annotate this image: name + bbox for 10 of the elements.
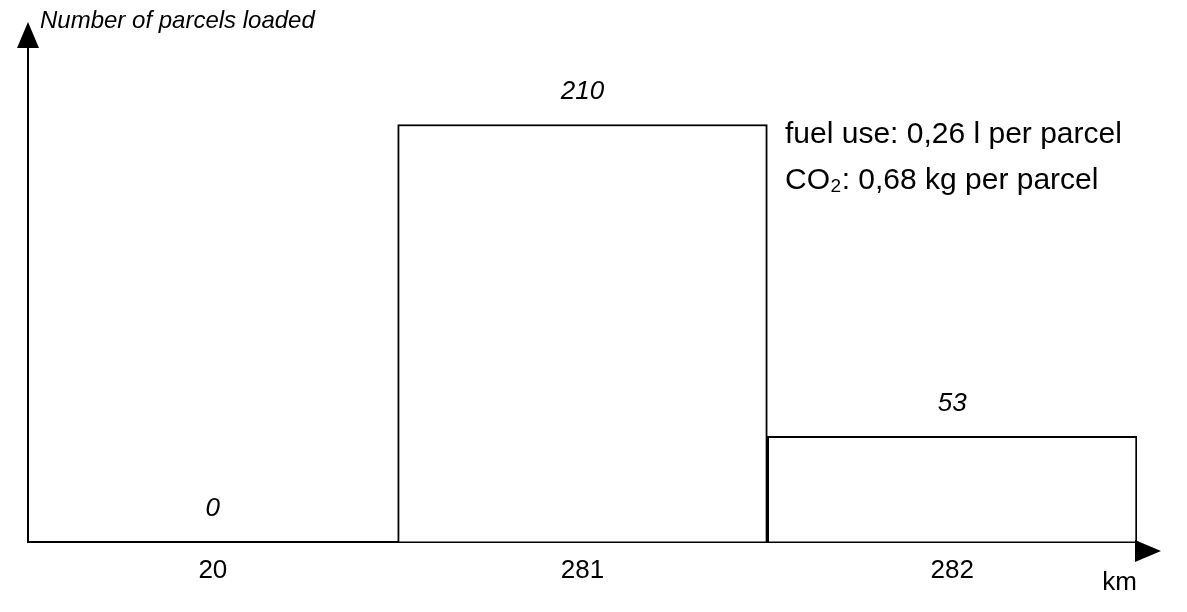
- x-tick-label: 20: [198, 554, 228, 585]
- data-label: 53: [937, 386, 968, 417]
- annotation: fuel use: 0,26 l per parcel: [785, 115, 1122, 151]
- x-tick-label: 282: [930, 554, 974, 585]
- data-label: 210: [559, 74, 605, 105]
- x-axis-title: km: [1102, 565, 1137, 596]
- x-tick-label: 281: [560, 554, 605, 585]
- data-label: 0: [205, 491, 221, 522]
- y-axis-title: Number of parcels loaded: [40, 6, 315, 34]
- annotation: CO₂: 0,68 kg per parcel: [785, 161, 1100, 197]
